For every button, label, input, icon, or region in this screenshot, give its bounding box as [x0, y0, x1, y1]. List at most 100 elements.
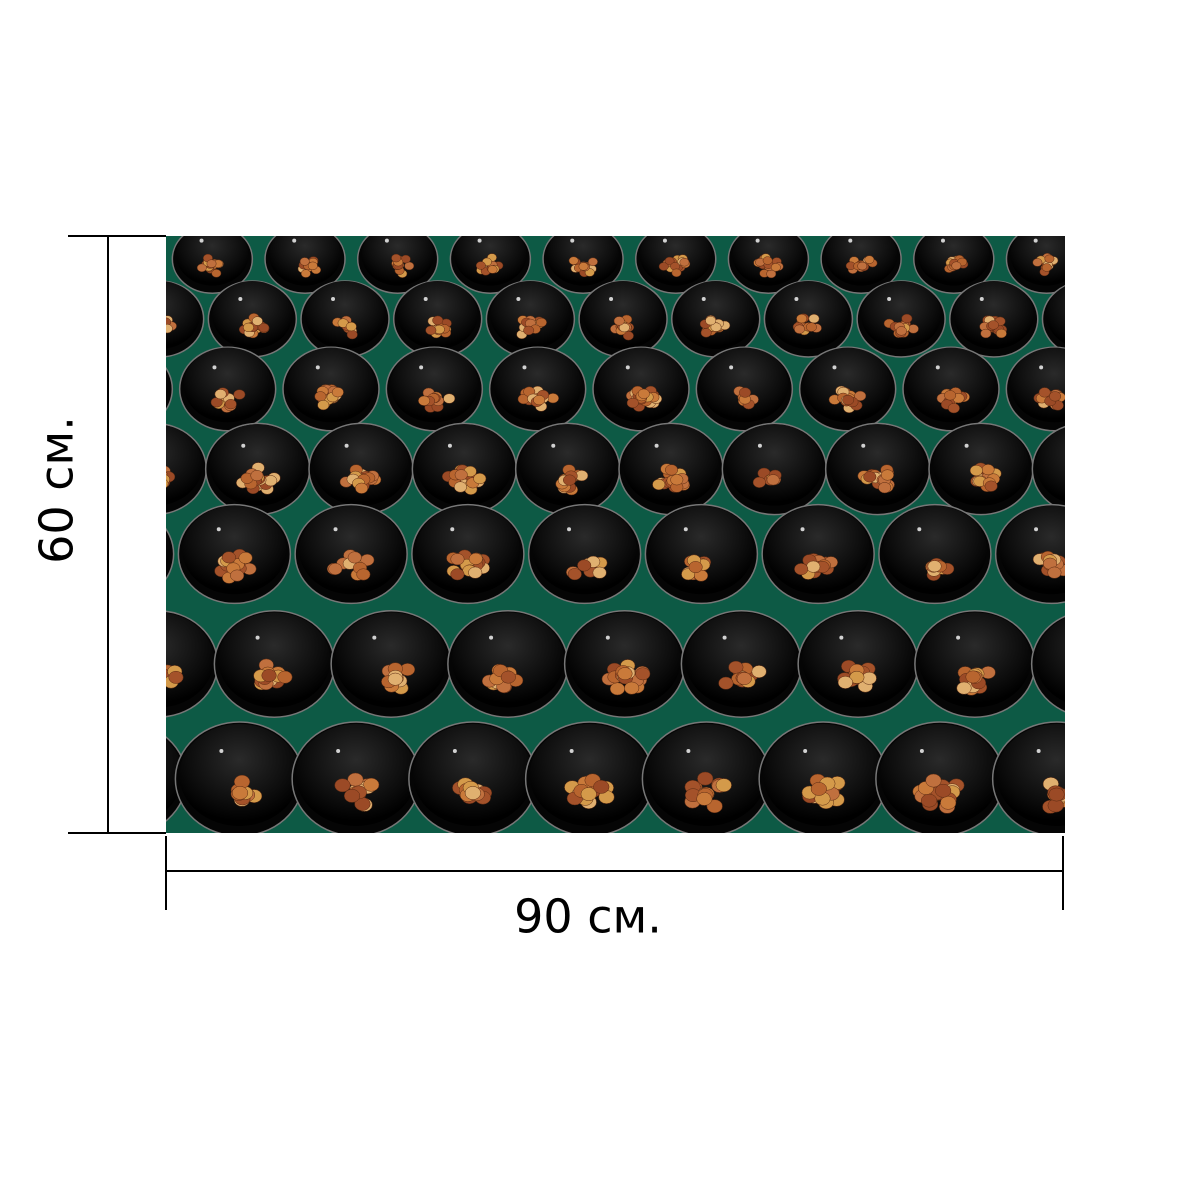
bowl-inside [802, 612, 915, 708]
highlight [686, 749, 691, 753]
highlight [570, 238, 575, 243]
bowl-inside [726, 424, 823, 506]
coin [984, 480, 998, 492]
coin [1085, 671, 1100, 683]
coin [1192, 668, 1200, 680]
coin [523, 325, 535, 336]
coin [261, 669, 277, 682]
coin [766, 474, 780, 486]
coin [796, 313, 808, 324]
coin [1069, 473, 1081, 484]
coin [1163, 562, 1177, 573]
bowl [1109, 722, 1200, 836]
coin [1081, 323, 1091, 332]
bowl-inside [493, 347, 582, 423]
bowl-inside [166, 612, 214, 708]
coin [679, 258, 690, 267]
coin [363, 777, 380, 792]
coin [111, 559, 125, 570]
coin [125, 393, 136, 403]
bowl [300, 280, 390, 358]
bowl [820, 236, 902, 294]
coin [487, 265, 498, 274]
bowl [563, 610, 686, 718]
bowl-inside [1152, 612, 1200, 707]
coin [119, 390, 130, 400]
coin [1086, 671, 1101, 683]
coin [751, 665, 767, 678]
coin [969, 464, 983, 477]
bowl-inside [803, 347, 892, 423]
highlight [964, 443, 969, 448]
coin [944, 390, 957, 401]
bowl-inside [415, 505, 520, 595]
coin [112, 800, 128, 813]
coin [715, 778, 732, 792]
coin [696, 792, 713, 806]
bowl [356, 236, 439, 294]
bowl-rim [1099, 225, 1179, 293]
coin [1137, 267, 1146, 275]
coin [1085, 482, 1097, 493]
coin [142, 670, 157, 682]
coin [580, 787, 597, 801]
coin [1153, 782, 1169, 795]
highlight [1039, 365, 1044, 370]
coin [1130, 264, 1139, 272]
highlight [609, 297, 614, 301]
coin [118, 261, 127, 269]
coin [1143, 387, 1154, 397]
highlight [940, 238, 945, 243]
coin [115, 397, 126, 407]
highlight [1190, 636, 1194, 640]
coin [151, 322, 161, 331]
highlight [292, 238, 297, 243]
bowl [447, 610, 569, 718]
coin [578, 262, 589, 271]
coin [112, 397, 123, 407]
coin [230, 569, 245, 582]
highlight [1034, 527, 1039, 532]
coin [805, 322, 817, 332]
coin [1183, 475, 1195, 486]
coin [110, 560, 124, 571]
coin [1074, 318, 1084, 327]
bowl [112, 736, 188, 822]
coin [1133, 261, 1142, 269]
bowl-inside [166, 739, 183, 811]
coin [1080, 473, 1092, 484]
coin [155, 321, 165, 330]
coin [626, 397, 639, 409]
coin [345, 321, 357, 332]
highlight [241, 443, 246, 448]
coin [1092, 323, 1102, 332]
bowl [994, 503, 1065, 605]
coin [1168, 322, 1178, 331]
bowl-inside [825, 236, 898, 286]
coin [104, 554, 118, 565]
bowl [1041, 285, 1102, 353]
coin [1081, 323, 1091, 332]
bowl [644, 503, 759, 605]
bowl [928, 422, 1034, 516]
bowl [308, 422, 414, 516]
coin [500, 670, 516, 684]
bowl [213, 610, 336, 718]
coin [1196, 666, 1200, 678]
coin [1151, 394, 1162, 404]
highlight [216, 527, 221, 532]
coin [151, 329, 161, 338]
coin [1180, 795, 1196, 808]
coin [857, 261, 868, 271]
bowl-inside [179, 724, 300, 826]
coin [1135, 255, 1144, 263]
coin [1180, 480, 1192, 491]
highlight [447, 443, 452, 448]
coin [154, 322, 164, 331]
coin [1129, 259, 1138, 267]
bowl-inside [999, 505, 1065, 595]
coin [1069, 673, 1084, 685]
bowl [635, 236, 717, 294]
highlight [956, 635, 961, 640]
